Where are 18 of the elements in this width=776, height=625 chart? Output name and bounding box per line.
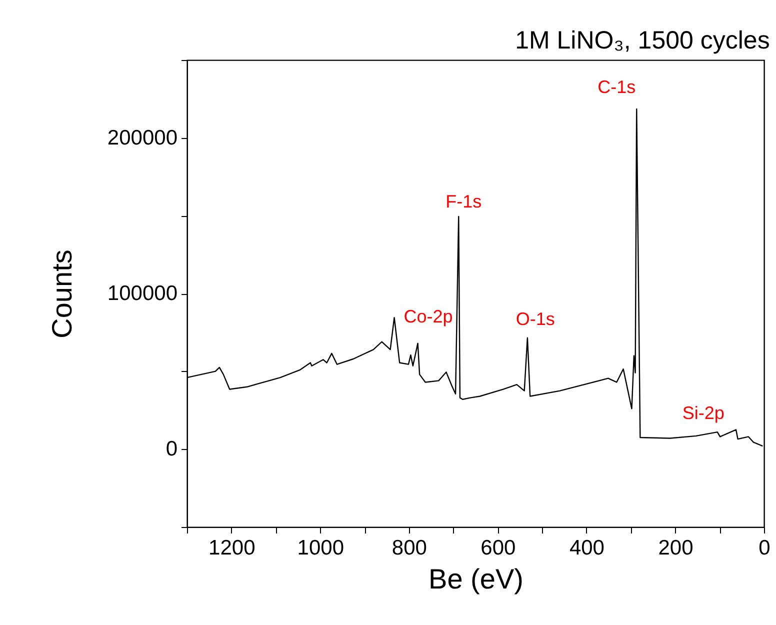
x-tick-label: 0	[758, 536, 770, 560]
annotation: F-1s	[446, 191, 482, 212]
annotation: Co-2p	[404, 306, 453, 327]
annotation: Si-2p	[682, 403, 724, 424]
x-axis-title: Be (eV)	[428, 564, 524, 594]
y-tick-label: 200000	[107, 126, 178, 150]
x-tick-label: 1200	[208, 536, 256, 560]
annotation: C-1s	[598, 77, 636, 98]
x-tick-label: 200	[658, 536, 694, 560]
chart-title: 1M LiNO₃, 1500 cycles	[515, 26, 770, 54]
x-tick-label: 800	[392, 536, 427, 560]
x-tick-label: 400	[569, 536, 604, 560]
x-tick-label: 600	[480, 536, 516, 560]
y-tick-label: 0	[166, 438, 178, 461]
y-axis-title: Counts	[46, 250, 78, 338]
y-tick-label: 100000	[107, 282, 178, 305]
x-tick-label: 1000	[297, 536, 344, 560]
annotation: O-1s	[516, 308, 555, 329]
